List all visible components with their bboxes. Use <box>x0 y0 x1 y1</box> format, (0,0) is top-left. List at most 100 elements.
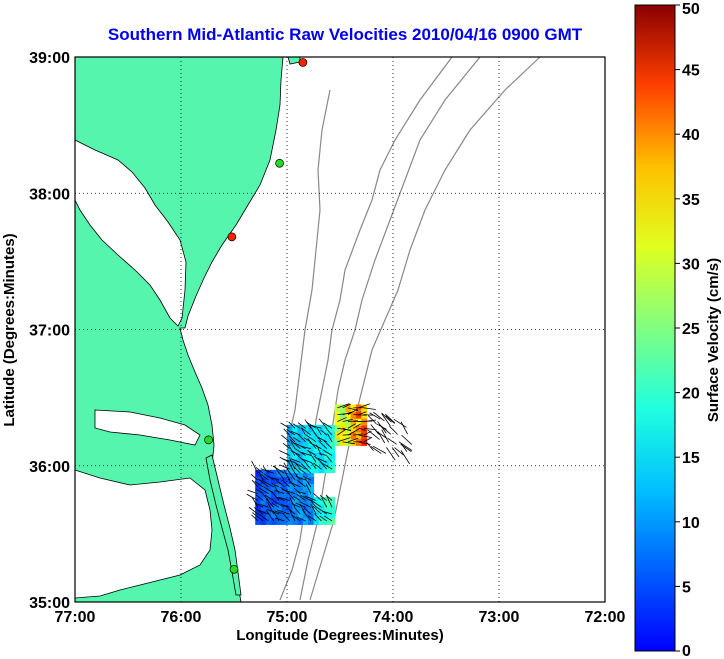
velocity-vector <box>327 433 333 443</box>
velocity-vector <box>292 436 301 443</box>
velocity-vector <box>304 477 312 488</box>
velocity-vector <box>251 514 259 522</box>
velocity-vector <box>400 421 408 435</box>
velocity-vector <box>322 510 333 515</box>
y-tick-labels: 39:00 38:00 37:00 36:00 35:00 <box>29 50 70 612</box>
velocity-vector <box>309 499 317 508</box>
colorbar-label: Surface Velocity (cm/s) <box>705 258 722 422</box>
velocity-vector <box>300 445 311 450</box>
velocity-vector <box>367 415 377 425</box>
velocity-vector <box>300 427 306 436</box>
station-marker <box>229 564 239 574</box>
velocity-cell <box>297 503 304 512</box>
velocity-vector <box>254 481 264 488</box>
velocity-cell <box>271 510 277 519</box>
velocity-cell <box>302 469 309 478</box>
velocity-vector <box>261 479 274 488</box>
velocity-vector <box>295 502 306 508</box>
velocity-vector <box>309 442 322 450</box>
velocity-cell <box>329 465 336 474</box>
velocity-cell <box>313 517 320 525</box>
y-tick-label: 39:00 <box>29 50 70 67</box>
plot-frame <box>74 56 606 603</box>
velocity-cell <box>265 476 272 485</box>
velocity-vector <box>290 458 301 463</box>
velocity-vector <box>285 490 296 501</box>
velocity-vector <box>369 412 381 420</box>
velocity-cell <box>334 431 341 440</box>
colorbar-tick-label: 30 <box>682 256 700 273</box>
velocity-vector <box>342 434 351 436</box>
velocity-vector <box>297 433 306 443</box>
velocity-cell <box>324 517 330 525</box>
velocity-cell <box>324 438 330 446</box>
velocity-cell <box>281 483 288 491</box>
velocity-cell <box>302 445 309 453</box>
velocity-vector <box>260 504 269 508</box>
colorbar-tick-label: 10 <box>682 515 700 532</box>
velocity-vector <box>381 413 391 427</box>
velocity-cell <box>318 424 325 433</box>
velocity-cell <box>292 510 299 519</box>
grid-lines <box>75 57 605 602</box>
x-tick-labels: 77:00 76:00 75:00 74:00 73:00 72:00 <box>55 609 626 626</box>
velocity-cell <box>324 452 330 460</box>
velocity-cell <box>318 438 325 446</box>
velocity-cell <box>324 465 330 474</box>
velocity-vector <box>347 407 359 411</box>
velocity-cell <box>318 503 325 512</box>
velocity-vector <box>307 515 317 522</box>
velocity-vector <box>285 505 296 515</box>
velocity-vector <box>373 411 385 422</box>
velocity-vector <box>342 427 352 432</box>
velocity-vector <box>246 493 259 501</box>
velocity-vector <box>358 427 367 431</box>
velocity-cell <box>281 503 288 512</box>
velocity-vector <box>279 464 290 470</box>
velocity-cell <box>324 510 330 519</box>
velocity-vector <box>385 415 395 424</box>
velocity-vector <box>274 510 285 515</box>
velocity-vector <box>283 469 291 481</box>
colorbar-tick-label: 5 <box>682 579 691 596</box>
velocity-vector <box>322 439 333 450</box>
velocity-cell <box>260 469 267 478</box>
velocity-cell <box>329 452 336 460</box>
velocity-vector <box>260 473 269 481</box>
velocity-vector <box>295 453 306 463</box>
velocity-vector <box>320 429 328 436</box>
velocity-cell <box>287 445 293 453</box>
velocity-vector <box>294 442 306 450</box>
velocity-cell <box>350 424 357 433</box>
velocity-vector <box>251 479 259 488</box>
velocity-cell <box>302 490 309 498</box>
velocity-cell <box>340 404 346 412</box>
albemarle-sound <box>94 409 201 446</box>
velocity-cell <box>324 431 330 440</box>
velocity-cell <box>281 517 288 525</box>
velocity-vector <box>304 419 312 429</box>
velocity-vector <box>253 507 264 515</box>
velocity-cell <box>329 438 336 446</box>
velocity-cell <box>318 452 325 460</box>
velocity-vector <box>296 479 306 488</box>
velocity-vector <box>370 446 382 454</box>
velocity-vector <box>358 403 370 409</box>
velocity-cell <box>345 424 352 433</box>
velocity-vector <box>290 450 301 456</box>
velocity-vector <box>386 447 396 461</box>
velocity-vector <box>308 450 317 463</box>
colorbar-tick-label: 15 <box>682 450 700 467</box>
velocity-cell <box>345 411 352 419</box>
velocity-vector <box>320 462 333 470</box>
velocity-vector <box>283 428 290 436</box>
velocity-vector <box>319 494 327 501</box>
velocity-vector <box>258 471 264 481</box>
velocity-cell <box>308 424 315 433</box>
velocity-vector <box>363 407 376 410</box>
velocity-cell <box>292 452 299 460</box>
velocity-cell <box>287 497 293 505</box>
velocity-cell <box>281 469 288 478</box>
pamlico-sound <box>74 469 213 599</box>
velocity-vector <box>288 470 296 481</box>
